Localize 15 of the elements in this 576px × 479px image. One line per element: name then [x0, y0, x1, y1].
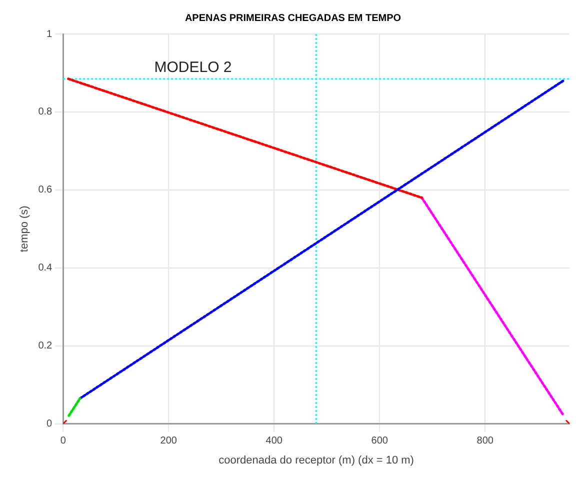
y-tick-label: 0	[46, 418, 53, 430]
x-tick-label: 400	[266, 436, 283, 447]
annotation: MODELO 2	[154, 59, 232, 76]
x-tick-label: 200	[160, 436, 178, 447]
chart-title: APENAS PRIMEIRAS CHEGADAS EM TEMPO	[184, 12, 402, 24]
y-tick-label: 0.4	[38, 262, 53, 274]
x-tick-label: 800	[476, 436, 494, 447]
y-axis-title: tempo (s)	[18, 206, 31, 252]
y-tick-label: 0.6	[38, 184, 53, 196]
x-tick-label: 0	[60, 436, 66, 447]
y-tick-label: 0.2	[38, 340, 53, 352]
y-tick-label: 0.8	[38, 106, 53, 118]
y-tick-label: 1	[46, 28, 53, 40]
x-axis-title: coordenada do receptor (m) (dx = 10 m)	[218, 454, 414, 466]
x-tick-label: 600	[371, 436, 388, 447]
